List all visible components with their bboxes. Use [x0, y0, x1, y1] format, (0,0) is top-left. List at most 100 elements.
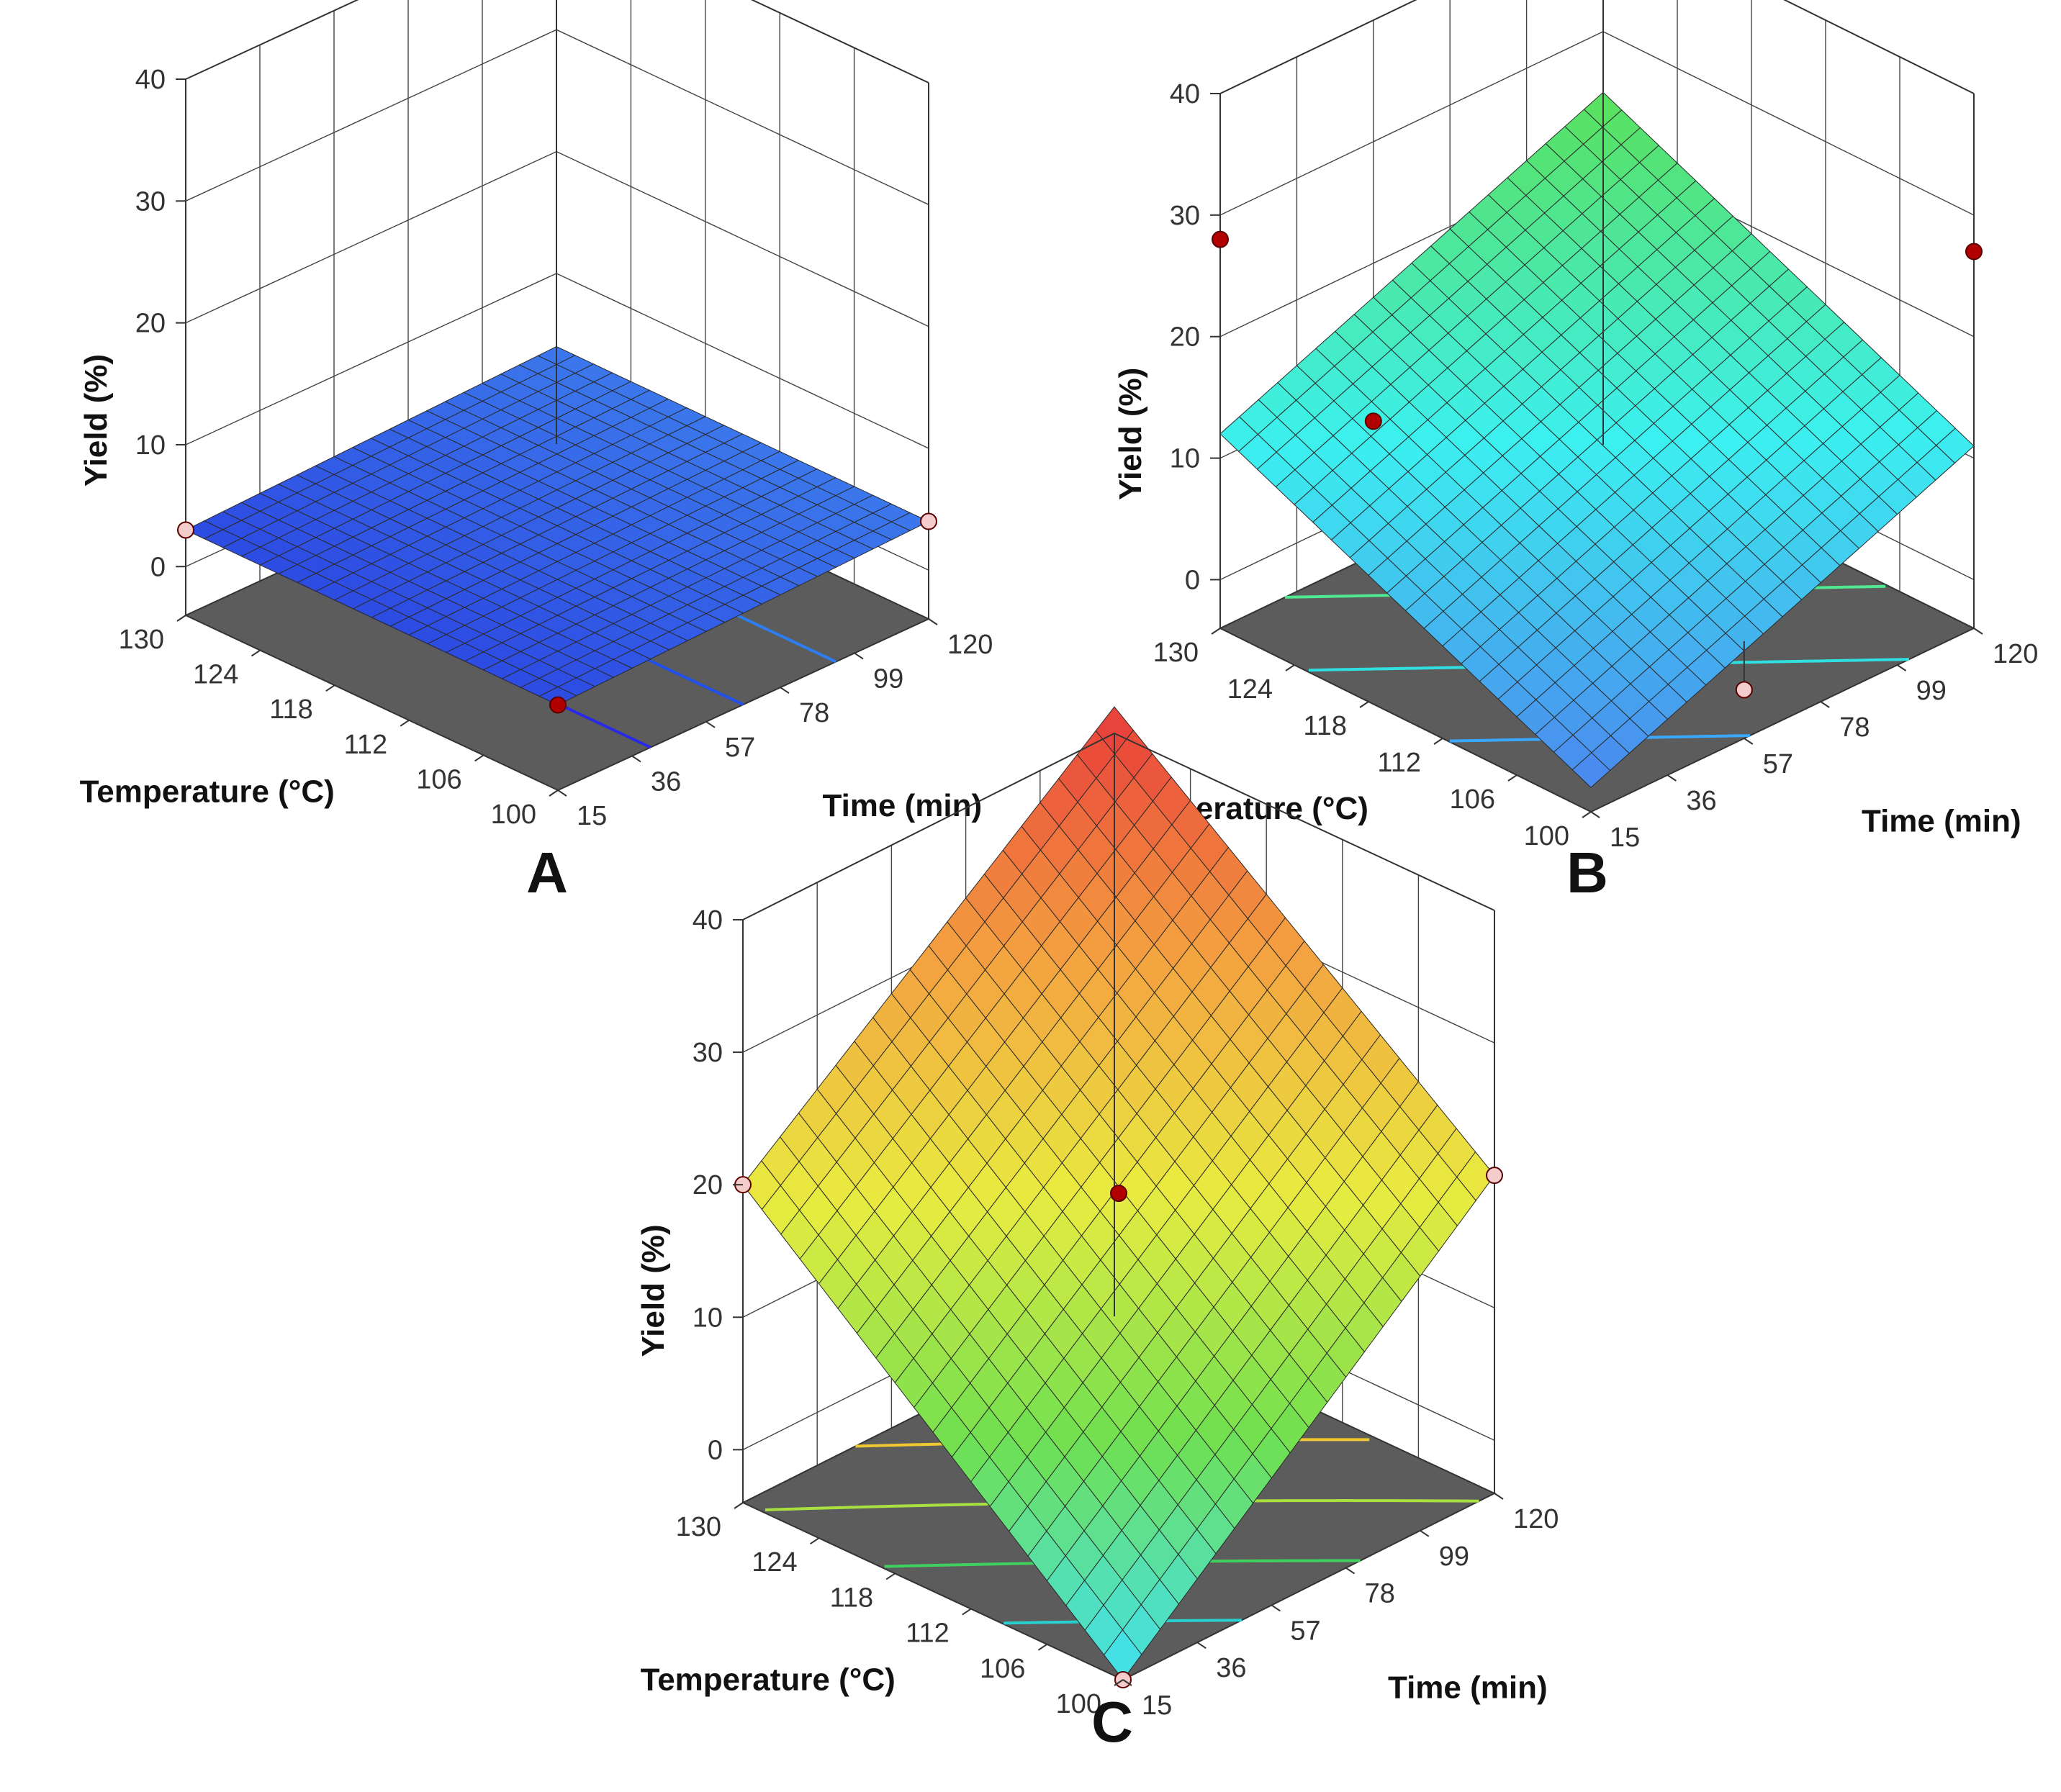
- temperature-tick-label: 100: [1056, 1689, 1101, 1719]
- temperature-tick-label: 112: [906, 1619, 950, 1649]
- design-point-marker: [549, 696, 567, 714]
- temperature-tick-mark: [1037, 1643, 1047, 1651]
- temperature-axis-title: Temperature (°C): [80, 774, 335, 809]
- temperature-tick-mark: [810, 1537, 820, 1545]
- z-tick-label: 0: [150, 552, 166, 582]
- design-point-marker: [1364, 412, 1382, 430]
- time-axis-ticks: 15 36 57 78 99 120: [1590, 628, 2038, 853]
- temperature-tick-label: 118: [1303, 711, 1347, 741]
- z-tick-label: 30: [693, 1038, 723, 1068]
- temperature-axis-ticks: 100 106 112 118 124 130: [676, 1502, 1124, 1719]
- time-tick-mark: [1196, 1642, 1207, 1650]
- time-tick-mark: [1271, 1604, 1281, 1612]
- time-tick-label: 120: [947, 630, 993, 660]
- temperature-tick-mark: [885, 1572, 896, 1580]
- design-points: [1212, 230, 1983, 699]
- z-axis-ticks: 0 10 20 30 40: [1170, 79, 1220, 595]
- temperature-tick-mark: [474, 754, 484, 762]
- time-tick-label: 57: [1763, 749, 1793, 779]
- surface-cell: [1571, 752, 1611, 788]
- wall-grid-line: [1219, 31, 1604, 216]
- frame-edge: [1114, 733, 1495, 911]
- design-point-marker: [1212, 230, 1229, 248]
- time-tick-mark: [1667, 774, 1677, 782]
- wall-grid-line: [185, 29, 557, 202]
- temperature-tick-label: 106: [980, 1654, 1025, 1684]
- response-surface: [1219, 91, 1975, 788]
- time-tick-label: 57: [1290, 1616, 1320, 1646]
- panel-letter: B: [1566, 841, 1608, 905]
- z-tick-label: 30: [1170, 201, 1200, 231]
- temperature-tick-mark: [549, 789, 559, 797]
- z-tick-label: 40: [1170, 79, 1200, 109]
- temperature-tick-label: 100: [491, 800, 536, 830]
- z-tick-label: 0: [1185, 565, 1200, 595]
- design-point-marker: [1735, 681, 1753, 699]
- time-tick-mark: [1420, 1529, 1430, 1537]
- time-tick-label: 99: [873, 664, 903, 694]
- temperature-axis-title: Temperature (°C): [641, 1662, 896, 1698]
- z-axis-title: Yield (%): [636, 1224, 671, 1357]
- panel-a-chart: 0 10 20 30 40 Yield (%) 100 106 112 118 124 130 Temp…: [78, 0, 993, 905]
- temperature-tick-mark: [1359, 701, 1369, 708]
- time-tick-mark: [557, 789, 567, 797]
- wall-grid-line: [185, 151, 557, 324]
- design-points: [734, 1167, 1503, 1688]
- temperature-tick-mark: [962, 1608, 972, 1616]
- time-tick-mark: [1973, 628, 1983, 635]
- response-surface: [184, 345, 930, 706]
- wall-grid-line: [556, 151, 929, 327]
- surface-cell: [1103, 1629, 1142, 1680]
- temperature-tick-mark: [1433, 738, 1443, 745]
- temperature-tick-label: 130: [119, 625, 164, 655]
- frame-edge: [1219, 0, 1417, 94]
- temperature-tick-label: 106: [416, 764, 461, 795]
- temperature-tick-label: 118: [830, 1583, 874, 1613]
- response-surface: [742, 706, 1495, 1680]
- time-tick-label: 36: [651, 766, 681, 797]
- temperature-tick-mark: [176, 615, 186, 622]
- z-axis-ticks: 0 10 20 30 40: [693, 905, 743, 1465]
- temperature-tick-label: 124: [752, 1547, 797, 1578]
- time-tick-mark: [705, 720, 716, 728]
- temperature-tick-mark: [1211, 628, 1221, 635]
- time-tick-label: 120: [1993, 639, 2038, 669]
- temperature-tick-label: 130: [1153, 638, 1199, 668]
- z-tick-label: 10: [1170, 444, 1200, 474]
- time-tick-mark: [1820, 701, 1830, 708]
- temperature-axis-ticks: 100 106 112 118 124 130: [1153, 628, 1592, 851]
- temperature-tick-mark: [1114, 1679, 1124, 1686]
- surface-cell: [538, 687, 577, 706]
- wall-grid-line: [185, 273, 557, 445]
- temperature-tick-label: 130: [676, 1512, 721, 1542]
- time-tick-mark: [928, 618, 938, 625]
- temperature-tick-mark: [734, 1502, 744, 1509]
- axis-frame: [742, 733, 1495, 1503]
- z-tick-label: 30: [135, 186, 166, 217]
- time-tick-label: 78: [1365, 1579, 1395, 1609]
- temperature-tick-mark: [251, 649, 261, 657]
- time-tick-mark: [1494, 1493, 1504, 1500]
- time-tick-label: 120: [1513, 1504, 1559, 1534]
- time-tick-label: 99: [1439, 1542, 1469, 1572]
- temperature-axis-ticks: 100 106 112 118 124 130: [119, 615, 559, 830]
- wall-grid-line: [1602, 31, 1975, 216]
- time-tick-label: 78: [799, 698, 829, 728]
- frame-edge: [742, 733, 1115, 920]
- wall-grid-line: [556, 29, 929, 205]
- design-points: [177, 512, 937, 714]
- time-axis-ticks: 15 36 57 78 99 120: [557, 618, 993, 831]
- design-point-marker: [177, 521, 194, 539]
- time-tick-label: 36: [1686, 786, 1716, 816]
- time-tick-mark: [1744, 738, 1754, 745]
- temperature-tick-mark: [1582, 811, 1592, 818]
- z-axis-title: Yield (%): [1113, 368, 1148, 500]
- time-tick-mark: [780, 687, 790, 694]
- temperature-tick-label: 124: [193, 660, 238, 690]
- temperature-tick-label: 124: [1227, 674, 1273, 705]
- panel-letter: A: [526, 841, 568, 905]
- temperature-tick-label: 100: [1524, 821, 1569, 851]
- z-tick-label: 20: [135, 309, 166, 339]
